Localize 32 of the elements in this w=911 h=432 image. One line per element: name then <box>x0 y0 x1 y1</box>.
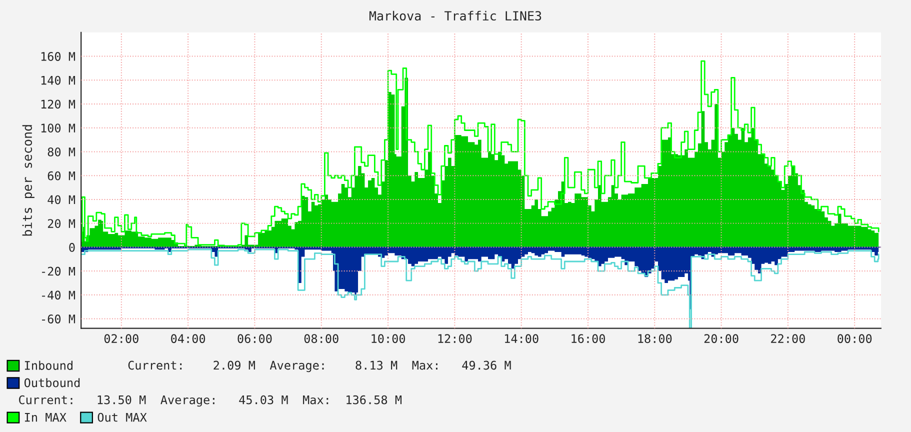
y-tick-label: 60 M <box>48 171 76 180</box>
text: Current: 2.09 M Average: 8.13 M Max: 49.36 M <box>128 360 511 372</box>
x-tick-label: 08:00 <box>304 334 338 344</box>
y-tick-label: 80 M <box>48 147 76 156</box>
x-tick-label: 14:00 <box>504 334 538 344</box>
x-tick-label: 02:00 <box>104 334 138 344</box>
x-tick-label: 00:00 <box>838 334 872 344</box>
y-axis-title: bits per second <box>22 125 34 236</box>
x-tick-label: 04:00 <box>171 334 206 344</box>
legend-label: Inbound <box>24 360 72 370</box>
x-tick-label: 16:00 <box>572 334 605 344</box>
y-tick-label: -60 M <box>42 314 76 324</box>
x-tick-label: 06:00 <box>238 334 272 344</box>
x-tick-label: 20:00 <box>704 334 738 344</box>
y-tick-label: 0 <box>69 242 75 252</box>
x-tick-label: 18:00 <box>638 334 672 344</box>
text: Current: 13.50 M Average: 45.03 M Max: 136.58 M <box>19 395 402 407</box>
chart-title: Markova - Traffic LINE3 <box>369 10 542 21</box>
y-tick-label: 120 M <box>41 100 76 109</box>
y-tick-label: 160 M <box>41 52 76 61</box>
x-tick-label: 22:00 <box>771 334 805 344</box>
y-tick-label: 40 M <box>48 195 76 204</box>
y-tick-label: 140 M <box>41 76 76 85</box>
y-tick-label: -40 M <box>42 290 76 300</box>
legend-label: In MAX <box>24 413 66 422</box>
y-tick-label: -20 M <box>42 266 76 276</box>
y-tick-label: 20 M <box>48 219 76 228</box>
legend-label: Outbound <box>24 378 80 388</box>
legend-label: Out MAX <box>98 412 147 422</box>
x-tick-label: 12:00 <box>438 334 472 344</box>
y-tick-label: 100 M <box>41 124 76 133</box>
x-tick-label: 10:00 <box>372 334 406 344</box>
